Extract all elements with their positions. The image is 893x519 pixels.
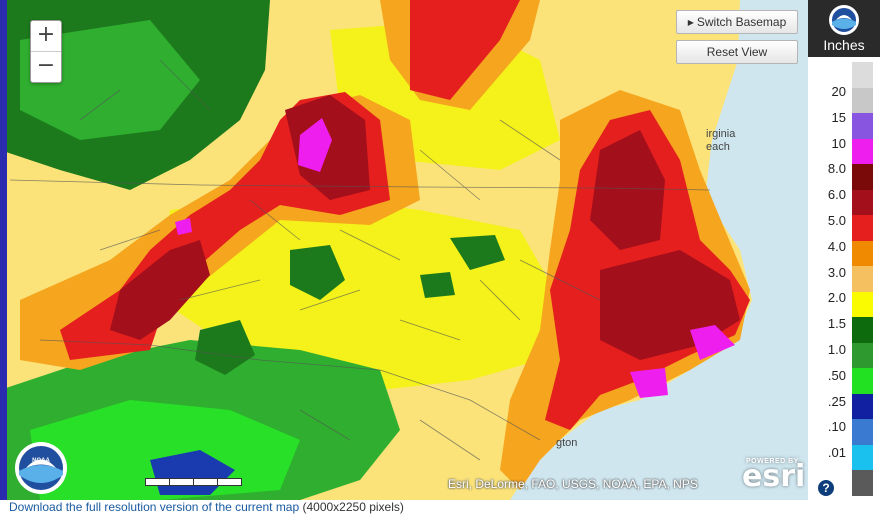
legend-swatch — [852, 87, 873, 114]
legend-swatch — [852, 368, 873, 395]
scale-bar — [145, 478, 242, 486]
county-lines-1 — [79, 59, 601, 301]
legend-label: .01 — [827, 445, 846, 461]
magenta-max-3 — [630, 368, 668, 398]
green-patch-2 — [195, 320, 255, 375]
map-attribution: Esri, DeLorme, FAO, USGS, NOAA, EPA, NPS — [448, 477, 698, 491]
noaa-logo-text: NOAA — [32, 458, 50, 464]
city-label-wilmington: gton — [556, 437, 577, 449]
legend-label: 5.0 — [827, 213, 846, 228]
esri-logo-text: esri — [742, 459, 806, 494]
county-lines-2 — [99, 229, 521, 461]
esri-logo[interactable]: POWERED BY esri — [742, 458, 806, 494]
legend-swatch — [852, 215, 873, 242]
dark-red-core-3 — [590, 130, 665, 250]
legend-swatch — [852, 470, 873, 497]
red-zone-north — [410, 0, 520, 100]
legend-swatch — [852, 266, 873, 293]
green-patch-4 — [420, 272, 455, 298]
boundary-lines — [9, 59, 711, 461]
magenta-max-1 — [298, 118, 332, 172]
legend-unit: Inches — [823, 37, 865, 53]
green-patch-3 — [450, 235, 505, 270]
state-line-va-nc — [9, 179, 711, 191]
legend-swatch — [852, 189, 873, 216]
legend-label: 10 — [831, 135, 846, 151]
legend-swatch — [852, 342, 873, 369]
magenta-max-2 — [690, 325, 735, 360]
legend-label: 8.0 — [827, 161, 846, 177]
download-full-resolution-link[interactable]: Download the full resolution version of … — [9, 500, 300, 514]
legend-swatch — [852, 113, 873, 140]
footer-size-note: (4000x2250 pixels) — [299, 500, 404, 514]
zoom-control: + − — [30, 20, 62, 83]
city-label-virginia-beach: irginia — [706, 128, 736, 140]
legend-label: 2.0 — [827, 290, 846, 306]
green-patch-1 — [290, 245, 345, 300]
legend-label: .50 — [827, 367, 846, 383]
state-line-nc-sc — [39, 339, 541, 441]
precipitation-map[interactable]: irginia each gton + − ▶ Switch Basemap Re… — [0, 0, 808, 500]
legend-label: 20 — [831, 84, 846, 99]
legend-swatch — [852, 393, 873, 420]
legend-label: 6.0 — [827, 187, 846, 203]
city-label-virginia-beach-2: each — [706, 141, 730, 153]
zoom-in-button[interactable]: + — [36, 22, 56, 47]
legend-swatch — [852, 444, 873, 471]
legend-swatch — [852, 291, 873, 318]
legend-label: 15 — [831, 109, 846, 125]
legend-label: .10 — [827, 419, 846, 435]
legend-panel: Inches 20 15 10 8.0 6.0 5.0 4.0 3.0 2.0 1.5 1.0 .50… — [808, 0, 880, 500]
reset-view-button[interactable]: Reset View — [676, 40, 798, 64]
legend-swatch — [852, 240, 873, 267]
footer: Download the full resolution version of … — [9, 500, 404, 514]
zoom-out-button[interactable]: − — [31, 51, 61, 82]
play-triangle-icon: ▶ — [687, 18, 694, 27]
green-zone-west-light — [20, 20, 200, 140]
legend-swatch — [852, 62, 873, 89]
legend-swatch — [852, 317, 873, 344]
noaa-header-icon — [829, 5, 859, 35]
legend-swatch — [852, 138, 873, 165]
legend-swatch — [852, 419, 873, 446]
map-left-edge — [0, 0, 7, 500]
legend-header: Inches — [808, 0, 880, 57]
legend-swatch — [852, 164, 873, 191]
legend-label: 1.0 — [827, 342, 846, 357]
help-icon[interactable]: ? — [818, 480, 834, 496]
dark-red-core-2 — [110, 240, 210, 340]
legend-label: 4.0 — [827, 238, 846, 254]
magenta-max-4 — [175, 218, 192, 235]
switch-basemap-button[interactable]: ▶ Switch Basemap — [676, 10, 798, 34]
legend-label: 1.5 — [827, 316, 846, 332]
map-canvas: irginia each gton — [0, 0, 752, 500]
esri-powered-by: POWERED BY — [746, 458, 799, 465]
noaa-logo-icon: NOAA — [15, 442, 67, 494]
bright-green-zone — [30, 400, 300, 500]
legend-label: .25 — [827, 393, 846, 409]
legend-label: 3.0 — [827, 264, 846, 280]
switch-basemap-label: Switch Basemap — [696, 15, 787, 29]
